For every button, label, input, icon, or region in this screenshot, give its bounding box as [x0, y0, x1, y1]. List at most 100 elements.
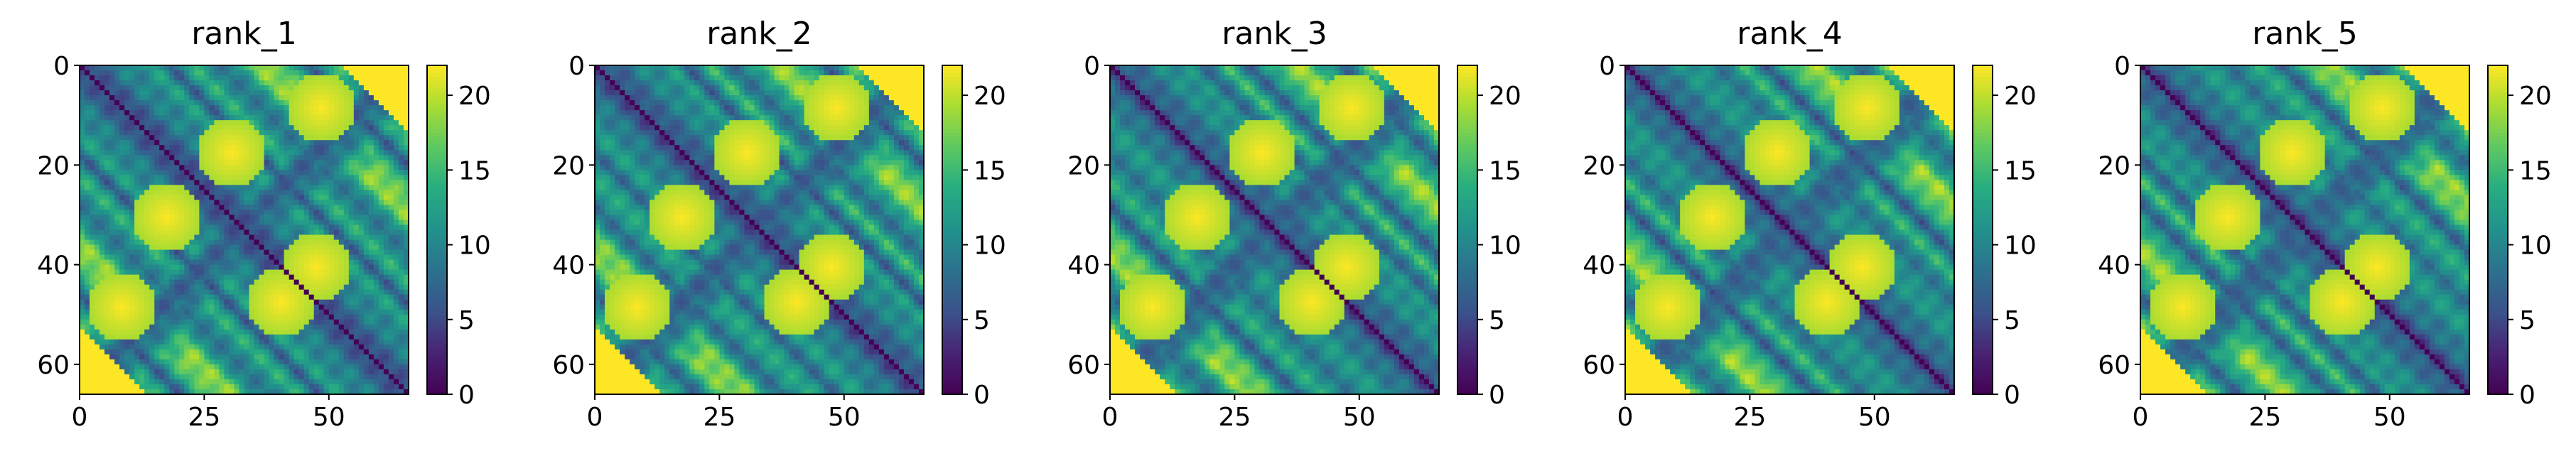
- heatmap-cell: [129, 319, 135, 325]
- heatmap-cell: [358, 259, 365, 266]
- heatmap-cell: [149, 389, 155, 395]
- heatmap-cell: [269, 85, 275, 91]
- heatmap-cell: [353, 140, 360, 146]
- heatmap-cell: [194, 90, 200, 96]
- heatmap-cell: [383, 249, 389, 256]
- heatmap-cell: [179, 155, 185, 161]
- heatmap-cell: [343, 349, 350, 355]
- heatmap-cell: [664, 90, 670, 96]
- heatmap-cell: [104, 220, 110, 226]
- heatmap-cell: [85, 155, 90, 161]
- heatmap-cell: [99, 389, 105, 395]
- heatmap-cell: [378, 384, 384, 390]
- heatmap-cell: [189, 334, 195, 340]
- heatmap-cell: [338, 140, 345, 146]
- heatmap-cell: [264, 324, 270, 330]
- heatmap-cell: [114, 70, 120, 76]
- heatmap-cell: [179, 329, 185, 335]
- heatmap-cell: [383, 224, 389, 231]
- heatmap-cell: [308, 334, 315, 340]
- heatmap-cell: [403, 65, 409, 71]
- heatmap-cell: [293, 274, 300, 281]
- heatmap-cell: [189, 354, 195, 360]
- heatmap-cell: [174, 70, 180, 76]
- heatmap-cell: [868, 100, 875, 106]
- heatmap-cell: [134, 274, 140, 281]
- heatmap-cell: [129, 289, 135, 296]
- heatmap-cell: [194, 289, 200, 296]
- heatmap-cell: [829, 100, 835, 106]
- heatmap-cell: [313, 389, 320, 395]
- heatmap-cell: [318, 220, 325, 226]
- heatmap-cell: [109, 75, 115, 81]
- heatmap-cell: [378, 205, 384, 211]
- heatmap-cell: [99, 264, 105, 271]
- heatmap-cell: [373, 165, 379, 170]
- heatmap-cell: [289, 215, 295, 221]
- heatmap-cell: [393, 384, 399, 390]
- heatmap-cell: [254, 130, 260, 136]
- heatmap-cell: [279, 364, 285, 370]
- heatmap-cell: [109, 115, 115, 121]
- heatmap-cell: [144, 354, 150, 360]
- heatmap-cell: [279, 180, 285, 185]
- heatmap-cell: [194, 160, 200, 166]
- heatmap-cell: [174, 85, 180, 91]
- heatmap-cell: [393, 85, 399, 91]
- heatmap-cell: [209, 170, 215, 175]
- heatmap-cell: [274, 120, 280, 126]
- heatmap-cell: [204, 244, 210, 251]
- heatmap-cell: [129, 160, 135, 166]
- heatmap-cell: [809, 85, 815, 91]
- heatmap-cell: [99, 344, 105, 350]
- heatmap-cell: [179, 135, 185, 141]
- heatmap-cell: [209, 234, 215, 241]
- heatmap-cell: [139, 100, 145, 106]
- heatmap-cell: [114, 75, 120, 81]
- heatmap-cell: [144, 389, 150, 395]
- heatmap-cell: [303, 110, 310, 116]
- heatmap-cell: [328, 269, 335, 276]
- heatmap-cell: [169, 379, 175, 385]
- heatmap-cell: [714, 85, 720, 91]
- heatmap-cell: [269, 349, 275, 355]
- heatmap-cell: [403, 170, 409, 175]
- heatmap-cell: [363, 140, 370, 146]
- heatmap-cell: [853, 90, 860, 96]
- heatmap-cell: [809, 70, 815, 76]
- heatmap-cell: [214, 234, 220, 241]
- heatmap-cell: [308, 299, 315, 305]
- heatmap-cell: [388, 249, 394, 256]
- heatmap-cell: [398, 234, 404, 241]
- heatmap-cell: [224, 95, 230, 101]
- heatmap-cell: [393, 185, 399, 190]
- heatmap-cell: [353, 195, 360, 201]
- heatmap-cell: [348, 110, 355, 116]
- heatmap-cell: [174, 185, 180, 190]
- heatmap-cell: [269, 110, 275, 116]
- heatmap-cell: [303, 190, 310, 195]
- heatmap-cell: [393, 224, 399, 231]
- heatmap-cell: [274, 115, 280, 121]
- heatmap-cell: [308, 344, 315, 350]
- heatmap-cell: [139, 354, 145, 360]
- heatmap-cell: [298, 234, 305, 241]
- heatmap-cell: [194, 170, 200, 175]
- heatmap-cell: [650, 65, 655, 71]
- heatmap-cell: [80, 259, 85, 266]
- heatmap-cell: [363, 224, 370, 231]
- heatmap-cell: [99, 319, 105, 325]
- heatmap-cell: [328, 314, 335, 320]
- heatmap-cell: [343, 175, 350, 180]
- heatmap-cell: [85, 220, 90, 226]
- heatmap-cell: [224, 130, 230, 136]
- heatmap-cell: [298, 165, 305, 170]
- heatmap-cell: [159, 349, 165, 355]
- colorbar-segment: [427, 65, 447, 70]
- heatmap-cell: [308, 294, 315, 300]
- heatmap-cell: [90, 229, 95, 236]
- heatmap-cell: [104, 170, 110, 175]
- heatmap-cell: [358, 190, 365, 195]
- heatmap-cell: [834, 80, 840, 86]
